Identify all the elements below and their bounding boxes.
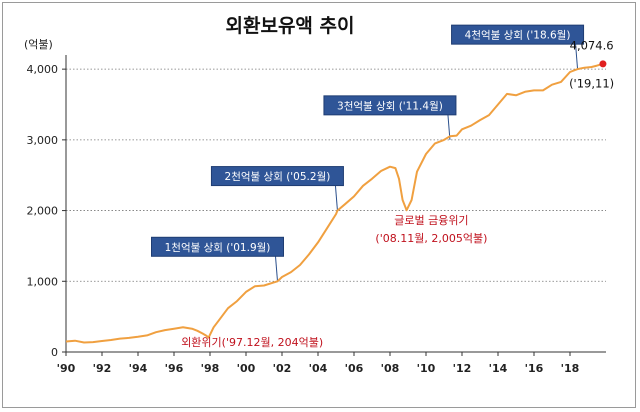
x-tick-label: '06 — [345, 362, 364, 375]
annotation-end-date: ('19,11) — [569, 76, 614, 90]
annotation-2008-crisis-detail: ('08.11월, 2,005억불) — [375, 232, 487, 245]
y-tick-label: 4,000 — [27, 63, 59, 76]
x-tick-label: '16 — [525, 362, 544, 375]
x-tick-label: '10 — [417, 362, 436, 375]
callout-box — [151, 236, 284, 257]
x-tick-label: '90 — [57, 362, 76, 375]
callout-label: 3천억불 상회 ('11.4월) — [337, 100, 443, 112]
callout-box — [323, 95, 457, 116]
callout-leader — [334, 185, 338, 211]
x-tick-label: '14 — [489, 362, 508, 375]
x-tick-label: '96 — [165, 362, 184, 375]
x-tick-label: '00 — [237, 362, 256, 375]
axes — [62, 55, 606, 356]
x-tick-label: '02 — [273, 362, 292, 375]
annotation-1997-crisis: 외환위기('97.12월, 204억불) — [181, 336, 323, 349]
callout-label: 2천억불 상회 ('05.2월) — [225, 171, 331, 183]
grid-lines — [66, 68, 606, 282]
chart-title: 외환보유액 추이 — [226, 15, 355, 37]
annotation-2008-crisis-title: 글로벌 금융위기 — [394, 214, 468, 227]
y-tick-label: 0 — [51, 346, 58, 359]
y-tick-label: 2,000 — [27, 205, 59, 218]
y-tick-label: 3,000 — [27, 134, 59, 147]
end-point-marker — [599, 60, 607, 68]
callout-leader — [275, 256, 278, 282]
x-tick-label: '08 — [381, 362, 400, 375]
series-line — [65, 62, 604, 344]
x-tick-label: '12 — [453, 362, 472, 375]
y-tick-labels: 0 1,000 2,000 3,000 4,000 — [27, 63, 59, 359]
callout-leader — [575, 44, 579, 70]
callout-box — [451, 24, 585, 45]
annotation-end-value: 4,074.6 — [570, 38, 614, 52]
y-axis-unit: (억불) — [24, 38, 53, 51]
callout-box — [210, 166, 344, 187]
y-tick-label: 1,000 — [27, 275, 59, 288]
x-tick-label: '92 — [93, 362, 112, 375]
series — [65, 60, 607, 344]
x-tick-label: '98 — [201, 362, 220, 375]
x-tick-labels: '90 '92 '94 '96 '98 '00 '02 '04 '06 '08 '10 '12 '14 '… — [57, 362, 580, 375]
x-tick-label: '04 — [309, 362, 328, 375]
x-tick-label: '94 — [129, 362, 148, 375]
x-tick-label: '18 — [561, 362, 580, 375]
callouts: 1천억불 상회 ('01.9월) 2천억불 상회 ('05.2월) 3천억불 상회 … — [151, 24, 585, 282]
callout-label: 1천억불 상회 ('01.9월) — [165, 242, 271, 254]
callout-label: 4천억불 상회 ('18.6월) — [465, 30, 571, 42]
